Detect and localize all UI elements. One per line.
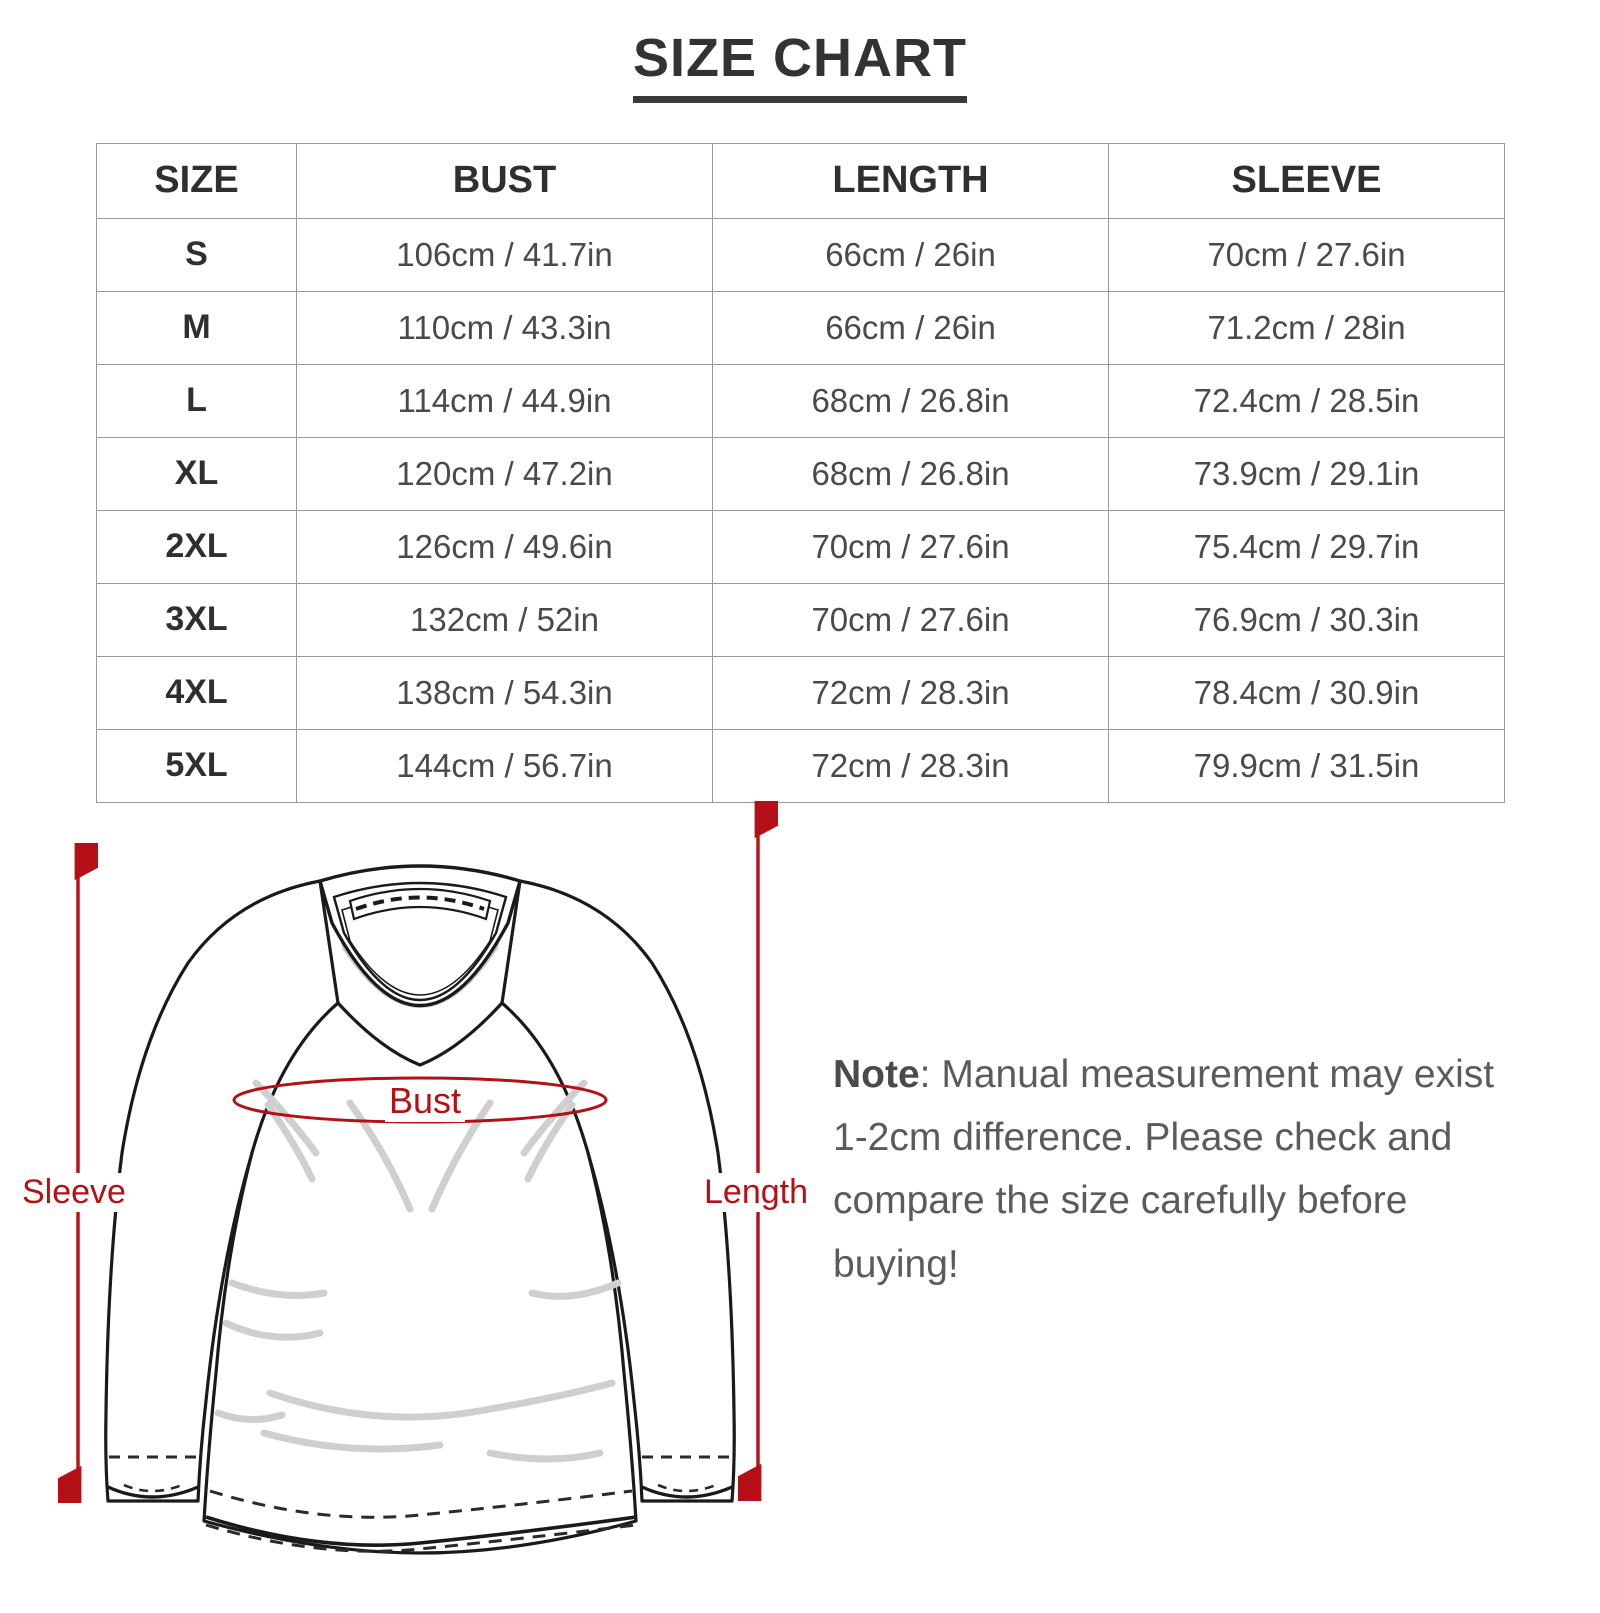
cell-sleeve: 70cm / 27.6in bbox=[1108, 217, 1505, 292]
table-row: 3XL 132cm / 52in 70cm / 27.6in 76.9cm / … bbox=[96, 582, 1505, 657]
note-text: : Manual measurement may exist 1-2cm dif… bbox=[833, 1053, 1495, 1286]
garment-diagram bbox=[104, 864, 736, 1555]
table-row: M 110cm / 43.3in 66cm / 26in 71.2cm / 28… bbox=[96, 290, 1505, 365]
sleeve-measure-label: Sleeve bbox=[18, 1173, 130, 1212]
cell-length: 72cm / 28.3in bbox=[712, 655, 1109, 730]
cell-size: XL bbox=[96, 436, 297, 511]
cell-size: M bbox=[96, 290, 297, 365]
cell-bust: 106cm / 41.7in bbox=[296, 217, 713, 292]
cell-length: 70cm / 27.6in bbox=[712, 582, 1109, 657]
cell-bust: 126cm / 49.6in bbox=[296, 509, 713, 584]
cell-size: 4XL bbox=[96, 655, 297, 730]
table-row: L 114cm / 44.9in 68cm / 26.8in 72.4cm / … bbox=[96, 363, 1505, 438]
size-table-container: SIZE BUST LENGTH SLEEVE S 106cm / 41.7in… bbox=[96, 142, 1505, 803]
cell-sleeve: 75.4cm / 29.7in bbox=[1108, 509, 1505, 584]
neck-stitch-dashes bbox=[355, 895, 485, 911]
table-body: S 106cm / 41.7in 66cm / 26in 70cm / 27.6… bbox=[96, 217, 1505, 803]
table-header-row: SIZE BUST LENGTH SLEEVE bbox=[96, 142, 1505, 219]
cell-size: L bbox=[96, 363, 297, 438]
collar-inner-line bbox=[332, 881, 508, 1001]
cell-sleeve: 71.2cm / 28in bbox=[1108, 290, 1505, 365]
neck-stitch-band bbox=[348, 887, 492, 921]
hem-stitch-inner bbox=[205, 1523, 637, 1553]
cell-sleeve: 78.4cm / 30.9in bbox=[1108, 655, 1505, 730]
note-block: Note: Manual measurement may exist 1-2cm… bbox=[833, 1043, 1533, 1296]
cell-bust: 110cm / 43.3in bbox=[296, 290, 713, 365]
column-header-sleeve: SLEEVE bbox=[1108, 142, 1505, 219]
cell-sleeve: 72.4cm / 28.5in bbox=[1108, 363, 1505, 438]
hem-stitch-outer bbox=[209, 1489, 633, 1519]
table-row: S 106cm / 41.7in 66cm / 26in 70cm / 27.6… bbox=[96, 217, 1505, 292]
cell-bust: 132cm / 52in bbox=[296, 582, 713, 657]
column-header-length: LENGTH bbox=[712, 142, 1109, 219]
table-row: 5XL 144cm / 56.7in 72cm / 28.3in 79.9cm … bbox=[96, 728, 1505, 803]
right-cuff-edge bbox=[641, 1485, 733, 1499]
cell-sleeve: 79.9cm / 31.5in bbox=[1108, 728, 1505, 803]
cell-sleeve: 73.9cm / 29.1in bbox=[1108, 436, 1505, 511]
cell-length: 66cm / 26in bbox=[712, 290, 1109, 365]
left-cuff-stitch-2 bbox=[123, 1483, 183, 1492]
title-container: SIZE CHART bbox=[0, 0, 1600, 103]
cell-size: 5XL bbox=[96, 728, 297, 803]
page-title: SIZE CHART bbox=[633, 30, 967, 103]
cell-bust: 120cm / 47.2in bbox=[296, 436, 713, 511]
cell-size: S bbox=[96, 217, 297, 292]
shirt-torso bbox=[202, 1001, 638, 1555]
left-cuff-edge bbox=[107, 1485, 199, 1499]
table-header: SIZE BUST LENGTH SLEEVE bbox=[96, 142, 1505, 219]
cell-length: 68cm / 26.8in bbox=[712, 436, 1109, 511]
cell-length: 66cm / 26in bbox=[712, 217, 1109, 292]
note-label: Note bbox=[833, 1053, 920, 1096]
garment-shirt bbox=[104, 864, 736, 1555]
sleeve-measure-arrow bbox=[58, 842, 98, 1503]
hem-edge bbox=[205, 1514, 637, 1547]
size-chart-table: SIZE BUST LENGTH SLEEVE S 106cm / 41.7in… bbox=[96, 142, 1505, 803]
cell-length: 72cm / 28.3in bbox=[712, 728, 1109, 803]
cell-size: 3XL bbox=[96, 582, 297, 657]
bust-measure-label: Bust bbox=[385, 1080, 466, 1122]
table-row: XL 120cm / 47.2in 68cm / 26.8in 73.9cm /… bbox=[96, 436, 1505, 511]
cell-bust: 138cm / 54.3in bbox=[296, 655, 713, 730]
collar-band bbox=[318, 864, 522, 1007]
column-header-size: SIZE bbox=[96, 142, 297, 219]
length-measure-label: Length bbox=[700, 1173, 812, 1212]
cell-bust: 144cm / 56.7in bbox=[296, 728, 713, 803]
table-row: 4XL 138cm / 54.3in 72cm / 28.3in 78.4cm … bbox=[96, 655, 1505, 730]
illustration-area bbox=[0, 800, 1600, 1613]
cell-size: 2XL bbox=[96, 509, 297, 584]
length-measure-arrow bbox=[738, 800, 778, 1501]
column-header-bust: BUST bbox=[296, 142, 713, 219]
cell-length: 70cm / 27.6in bbox=[712, 509, 1109, 584]
cell-length: 68cm / 26.8in bbox=[712, 363, 1109, 438]
right-cuff-stitch-2 bbox=[657, 1483, 717, 1492]
cell-bust: 114cm / 44.9in bbox=[296, 363, 713, 438]
table-row: 2XL 126cm / 49.6in 70cm / 27.6in 75.4cm … bbox=[96, 509, 1505, 584]
cell-sleeve: 76.9cm / 30.3in bbox=[1108, 582, 1505, 657]
